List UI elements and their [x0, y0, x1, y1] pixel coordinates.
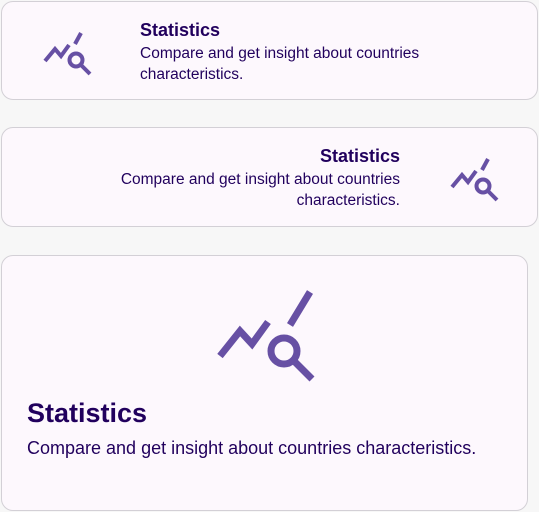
card-description: Compare and get insight about countries … [120, 171, 400, 209]
statistics-card-horizontal-left[interactable]: Statistics Compare and get insight about… [1, 1, 538, 100]
card-description: Compare and get insight about countries … [140, 45, 420, 83]
card-title: Statistics [27, 398, 148, 428]
statistics-card-horizontal-right[interactable]: Statistics Compare and get insight about… [1, 127, 538, 227]
statistics-chart-search-icon [216, 289, 316, 383]
card-title: Statistics [140, 20, 221, 40]
statistics-card-vertical[interactable]: Statistics Compare and get insight about… [1, 255, 528, 511]
card-description: Compare and get insight about countries … [27, 438, 477, 458]
statistics-chart-search-icon [43, 29, 93, 77]
card-title: Statistics [319, 146, 400, 166]
statistics-chart-search-icon [450, 155, 500, 203]
